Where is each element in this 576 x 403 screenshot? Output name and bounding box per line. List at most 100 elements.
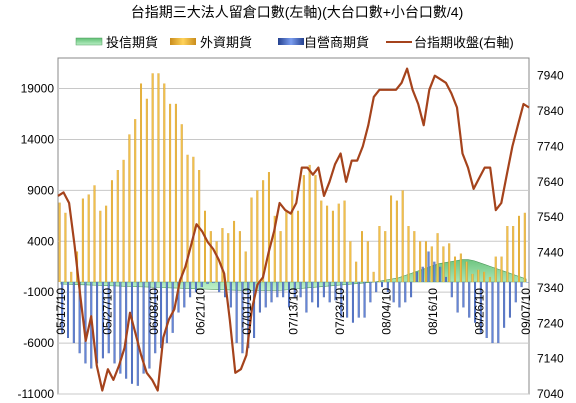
dealer-bar: [200, 282, 203, 288]
legend-label-investment-trust: 投信期貨: [106, 35, 158, 50]
foreign-bar: [204, 210, 206, 282]
foreign-bar: [180, 124, 183, 282]
dealer-bar: [357, 282, 360, 318]
foreign-bar: [145, 98, 148, 283]
left-tick-label: 9000: [27, 183, 54, 197]
dealer-bar: [194, 282, 197, 293]
right-tick-label: 7640: [537, 175, 564, 189]
foreign-bar: [390, 195, 393, 282]
right-tick-label: 7840: [537, 104, 564, 118]
dealer-bar: [270, 282, 273, 303]
dealer-bar: [235, 282, 238, 344]
dealer-bar: [520, 282, 523, 288]
foreign-bar: [291, 190, 294, 282]
dealer-bar: [61, 282, 64, 333]
dealer-bar: [119, 282, 122, 374]
dealer-bar: [264, 282, 267, 308]
foreign-bar: [221, 228, 224, 282]
foreign-bar: [500, 256, 503, 282]
dealer-bar: [386, 282, 389, 293]
foreign-bar: [105, 205, 108, 282]
dealer-bar: [334, 282, 337, 301]
x-tick-label: 05/27/10: [100, 288, 114, 335]
foreign-bar: [134, 119, 137, 282]
foreign-bar: [459, 253, 462, 282]
dealer-bar: [171, 282, 174, 333]
dealer-bar: [299, 282, 302, 298]
dealer-bar: [241, 282, 244, 354]
dealer-bar: [508, 282, 511, 318]
x-tick-label: 08/26/10: [473, 288, 487, 335]
foreign-bar: [413, 231, 416, 282]
foreign-bar: [140, 83, 143, 282]
right-tick-label: 7740: [537, 139, 564, 153]
right-axis-ticks: 7940 7840 7740 7640 7540 7440 7340 7240 7140 7040: [537, 69, 564, 401]
dealer-bar: [305, 282, 308, 313]
dealer-bar: [421, 266, 424, 282]
foreign-bar: [314, 175, 317, 282]
dealer-bar: [67, 282, 69, 338]
dealer-bar: [491, 282, 494, 344]
foreign-bar: [151, 73, 154, 282]
dealer-bar: [287, 282, 290, 308]
foreign-bar: [488, 276, 491, 282]
foreign-bar: [99, 210, 102, 282]
foreign-bar: [297, 210, 300, 282]
dealer-bar: [398, 282, 401, 308]
dealer-bar: [322, 282, 325, 298]
foreign-bar: [518, 215, 520, 282]
bar-series: [58, 73, 529, 386]
foreign-bar: [169, 103, 172, 283]
foreign-bar: [157, 73, 160, 282]
foreign-bar: [372, 271, 375, 282]
x-tick-label: 07/01/10: [240, 288, 254, 335]
dealer-bar: [514, 282, 517, 303]
foreign-bar: [384, 231, 387, 282]
dealer-bar: [206, 282, 209, 285]
dealer-bar: [369, 282, 372, 303]
foreign-bar: [279, 231, 282, 282]
dealer-bar: [410, 282, 413, 298]
foreign-bar: [465, 261, 468, 282]
dealer-bar: [503, 282, 506, 328]
foreign-bar: [349, 241, 352, 282]
dealer-bar: [276, 282, 279, 298]
foreign-bar: [483, 271, 486, 282]
dealer-bar: [189, 282, 192, 298]
dealer-bar: [282, 282, 285, 298]
foreign-bar: [430, 246, 433, 282]
left-tick-label: -6000: [23, 336, 54, 350]
dealer-bar: [107, 282, 110, 354]
legend-label-foreign: 外資期貨: [200, 35, 252, 50]
foreign-bar: [256, 190, 259, 282]
foreign-bar: [81, 198, 84, 282]
dealer-bar: [212, 282, 215, 284]
dealer-bar: [154, 282, 157, 354]
foreign-bar: [192, 156, 195, 282]
foreign-bar: [448, 243, 451, 282]
foreign-bar: [215, 241, 218, 282]
foreign-bar: [238, 231, 241, 282]
legend-swatch-foreign: [170, 38, 196, 45]
dealer-bar: [456, 282, 459, 313]
foreign-bar: [273, 215, 276, 282]
dealer-bar: [160, 282, 163, 349]
gridlines: [58, 88, 529, 395]
foreign-bar: [378, 226, 381, 282]
dealer-bar: [392, 282, 395, 303]
foreign-bar: [163, 83, 166, 282]
dealer-bar: [439, 266, 442, 282]
x-tick-label: 07/13/10: [287, 288, 301, 335]
foreign-bar: [512, 226, 515, 282]
legend-swatch-dealer: [278, 38, 304, 45]
foreign-bar: [395, 200, 398, 282]
left-tick-label: -11000: [18, 387, 55, 401]
right-tick-label: 7940: [537, 69, 564, 83]
foreign-bar: [110, 180, 113, 282]
dealer-bar: [311, 282, 314, 303]
foreign-bar: [436, 233, 439, 282]
legend-label-index: 台指期收盤(右軸): [414, 35, 514, 50]
left-tick-label: 4000: [27, 234, 54, 248]
dealer-bar: [427, 251, 430, 282]
